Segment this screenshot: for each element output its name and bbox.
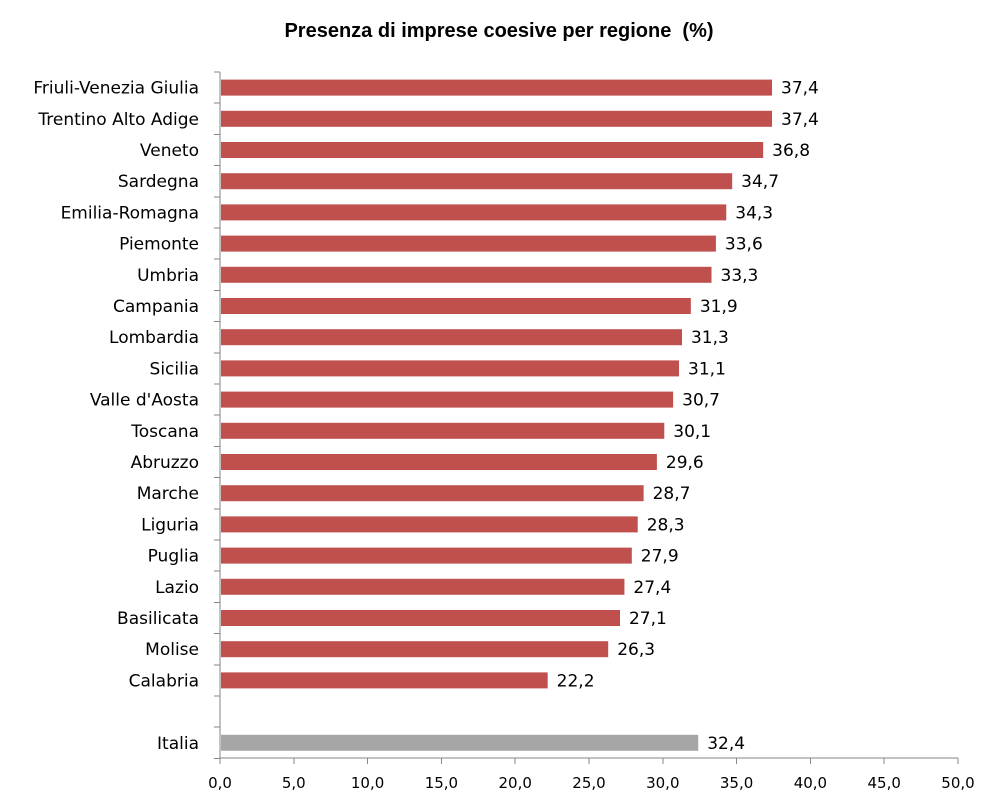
region-value-label: 34,3	[735, 203, 773, 223]
region-value-label: 26,3	[617, 640, 655, 660]
region-category-label: Toscana	[130, 422, 199, 442]
x-tick-label: 45,0	[867, 774, 900, 792]
region-value-label: 34,7	[741, 172, 779, 192]
region-value-label: 33,6	[725, 235, 763, 255]
region-bar	[221, 173, 733, 190]
region-bar	[221, 142, 764, 158]
region-category-label: Sicilia	[150, 359, 199, 379]
x-tick-label: 15,0	[425, 774, 458, 792]
x-tick-label: 20,0	[498, 774, 531, 792]
region-bar	[221, 454, 657, 470]
region-value-label: 22,2	[557, 671, 595, 691]
region-value-label: 36,8	[772, 141, 810, 161]
region-bar	[221, 235, 716, 252]
region-value-label: 29,6	[666, 453, 704, 473]
region-value-label: 27,9	[641, 547, 679, 567]
total-category-label: Italia	[157, 734, 199, 754]
region-value-label: 27,1	[629, 609, 667, 629]
region-category-label: Calabria	[129, 671, 199, 691]
region-category-label: Piemonte	[119, 235, 199, 255]
total-bar	[221, 734, 699, 751]
region-bar	[221, 516, 638, 533]
region-category-label: Lazio	[155, 578, 199, 598]
region-bar	[221, 610, 620, 626]
region-value-label: 30,1	[673, 422, 711, 442]
x-tick-label: 5,0	[282, 774, 306, 792]
x-tick-label: 35,0	[720, 774, 753, 792]
region-bar	[221, 672, 548, 689]
chart-title: Presenza di imprese coesive per regione …	[284, 20, 713, 42]
region-bar	[221, 204, 727, 221]
axes: 0,0 5,0 10,0 15,0 20,0 25,0 30,0 35,0 40,0 45,0 50…	[208, 71, 975, 792]
region-bar	[221, 110, 773, 127]
region-category-label: Trentino Alto Adige	[37, 110, 199, 130]
region-category-label: Friuli-Venezia Giulia	[33, 79, 199, 99]
region-category-label: Umbria	[137, 266, 199, 286]
region-bar	[221, 298, 691, 314]
region-category-label: Abruzzo	[131, 453, 199, 473]
region-bar	[221, 360, 680, 377]
region-category-label: Basilicata	[117, 609, 199, 629]
region-category-label: Puglia	[148, 547, 199, 567]
region-category-label: Lombardia	[109, 328, 199, 348]
region-value-label: 33,3	[721, 266, 759, 286]
region-bar	[221, 422, 665, 439]
region-value-label: 28,3	[647, 515, 685, 535]
region-category-label: Molise	[145, 640, 199, 660]
region-value-label: 37,4	[781, 79, 819, 99]
region-value-label: 37,4	[781, 110, 819, 130]
region-bar	[221, 578, 625, 595]
x-tick-label: 30,0	[646, 774, 679, 792]
region-category-label: Veneto	[140, 141, 199, 161]
region-category-label: Marche	[137, 484, 199, 504]
region-category-label: Valle d'Aosta	[90, 391, 199, 411]
region-category-label: Campania	[113, 297, 199, 317]
x-tick-label: 40,0	[794, 774, 827, 792]
region-value-label: 30,7	[682, 391, 720, 411]
region-value-label: 27,4	[633, 578, 671, 598]
region-bar	[221, 391, 674, 408]
region-category-label: Emilia-Romagna	[61, 203, 199, 223]
x-tick-label: 0,0	[208, 774, 232, 792]
region-value-label: 31,3	[691, 328, 729, 348]
region-bar	[221, 485, 644, 502]
region-value-label: 28,7	[653, 484, 691, 504]
bars: Friuli-Venezia Giulia 37,4 Trentino Alto A…	[33, 79, 819, 754]
x-tick-label: 10,0	[351, 774, 384, 792]
x-tick-label: 25,0	[572, 774, 605, 792]
region-value-label: 31,9	[700, 297, 738, 317]
region-bar	[221, 266, 712, 283]
region-bar	[221, 329, 682, 346]
region-category-label: Sardegna	[118, 172, 199, 192]
region-value-label: 31,1	[688, 359, 726, 379]
total-value-label: 32,4	[707, 734, 745, 754]
region-bar	[221, 547, 632, 564]
region-bar	[221, 641, 609, 658]
x-tick-label: 50,0	[941, 774, 974, 792]
region-category-label: Liguria	[141, 515, 199, 535]
region-bar	[221, 79, 773, 96]
